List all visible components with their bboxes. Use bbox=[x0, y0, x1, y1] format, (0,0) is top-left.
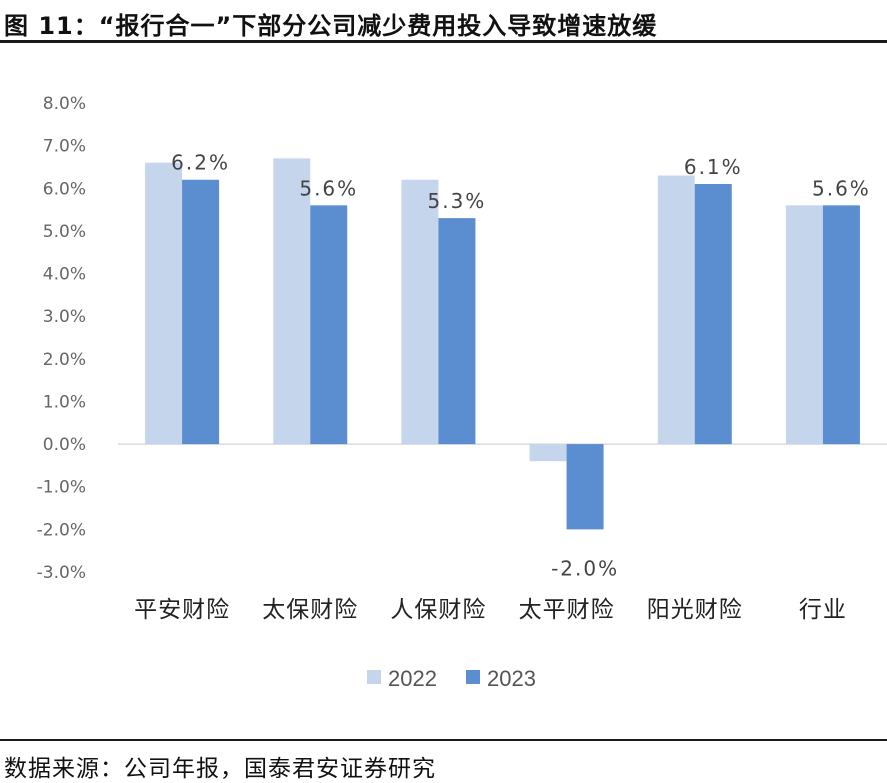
category-label: 太保财险 bbox=[262, 597, 358, 623]
y-tick-label: -1.0% bbox=[37, 478, 86, 498]
y-tick-label: 8.0% bbox=[43, 94, 86, 114]
y-tick-label: -3.0% bbox=[37, 563, 86, 583]
bar-2022 bbox=[785, 205, 823, 445]
bar-2023 bbox=[822, 205, 860, 445]
bar-2023 bbox=[694, 184, 732, 445]
bar-2022 bbox=[145, 162, 183, 445]
bars bbox=[145, 158, 860, 530]
data-label: 5.6% bbox=[299, 176, 358, 200]
bar-chart: 8.0% 7.0% 6.0% 5.0% 4.0% 3.0% 2.0% 1.0% 0.0% -1.0… bbox=[37, 94, 887, 691]
category-label: 人保财险 bbox=[390, 597, 486, 623]
title-rule bbox=[0, 40, 887, 43]
legend-label: 2023 bbox=[487, 666, 536, 691]
category-label: 阳光财险 bbox=[647, 597, 743, 623]
data-label: 5.6% bbox=[812, 176, 871, 200]
figure-title: 图 11：“报行合一”下部分公司减少费用投入导致增速放缓 bbox=[4, 12, 658, 40]
legend-swatch bbox=[466, 670, 480, 684]
source-rule bbox=[0, 739, 887, 741]
bar-2022 bbox=[273, 158, 311, 445]
category-label: 平安财险 bbox=[134, 597, 230, 623]
data-label: 5.3% bbox=[428, 189, 487, 213]
bar-2023 bbox=[182, 179, 220, 445]
title-bar: 图 11：“报行合一”下部分公司减少费用投入导致增速放缓 bbox=[0, 0, 887, 40]
category-labels: 平安财险 太保财险 人保财险 太平财险 阳光财险 行业 bbox=[134, 597, 847, 623]
y-tick-label: 7.0% bbox=[43, 137, 86, 157]
y-tick-label: 0.0% bbox=[43, 435, 86, 455]
y-tick-label: 6.0% bbox=[43, 179, 86, 199]
bar-2023 bbox=[310, 205, 348, 445]
bar-2022 bbox=[401, 179, 439, 445]
bar-2022 bbox=[657, 175, 695, 445]
y-tick-label: 5.0% bbox=[43, 222, 86, 242]
y-tick-label: 2.0% bbox=[43, 350, 86, 370]
y-tick-label: 4.0% bbox=[43, 265, 86, 285]
bar-2023 bbox=[438, 218, 476, 445]
legend: 2022 2023 bbox=[367, 666, 536, 691]
category-label: 太平财险 bbox=[519, 597, 615, 623]
legend-label: 2022 bbox=[388, 666, 437, 691]
y-tick-label: 3.0% bbox=[43, 307, 86, 327]
y-axis-ticks: 8.0% 7.0% 6.0% 5.0% 4.0% 3.0% 2.0% 1.0% 0.0% -1.0… bbox=[37, 94, 86, 583]
bar-2022 bbox=[529, 444, 567, 462]
y-tick-label: -2.0% bbox=[37, 520, 86, 540]
bar-2023 bbox=[566, 444, 604, 530]
legend-swatch bbox=[367, 670, 381, 684]
data-label: 6.2% bbox=[171, 151, 230, 175]
data-labels: 6.2% 5.6% 5.3% -2.0% 6.1% 5.6% bbox=[171, 151, 871, 581]
category-label: 行业 bbox=[799, 597, 847, 623]
y-tick-label: 1.0% bbox=[43, 392, 86, 412]
source-note: 数据来源：公司年报，国泰君安证券研究 bbox=[4, 756, 436, 782]
data-label: 6.1% bbox=[684, 155, 743, 179]
data-label: -2.0% bbox=[551, 556, 619, 580]
